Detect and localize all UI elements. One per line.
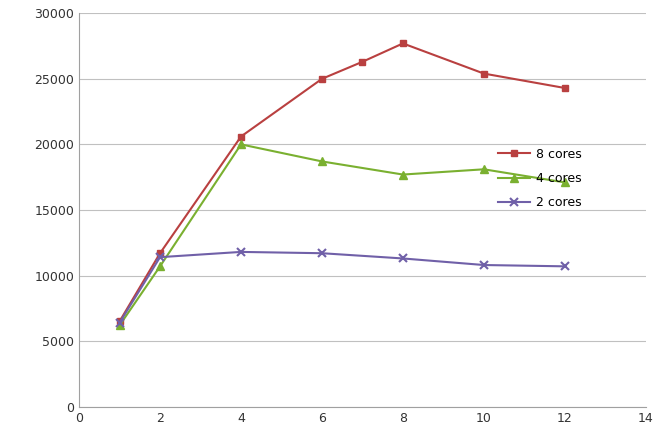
Line: 4 cores: 4 cores bbox=[115, 140, 569, 329]
8 cores bbox=[237, 134, 245, 139]
4 cores bbox=[399, 172, 407, 177]
2 cores bbox=[561, 264, 569, 269]
8 cores bbox=[318, 76, 326, 81]
8 cores bbox=[399, 41, 407, 46]
2 cores bbox=[115, 320, 123, 325]
4 cores bbox=[318, 159, 326, 164]
2 cores bbox=[480, 263, 488, 268]
8 cores bbox=[156, 251, 164, 256]
4 cores bbox=[561, 180, 569, 185]
8 cores bbox=[358, 59, 366, 65]
2 cores bbox=[399, 256, 407, 261]
Line: 2 cores: 2 cores bbox=[115, 248, 569, 327]
2 cores bbox=[318, 251, 326, 256]
2 cores bbox=[156, 255, 164, 260]
4 cores bbox=[480, 167, 488, 172]
8 cores bbox=[480, 71, 488, 76]
Legend: 8 cores, 4 cores, 2 cores: 8 cores, 4 cores, 2 cores bbox=[494, 143, 587, 214]
Line: 8 cores: 8 cores bbox=[116, 40, 568, 325]
8 cores bbox=[561, 85, 569, 91]
2 cores bbox=[237, 249, 245, 255]
4 cores bbox=[115, 323, 123, 328]
8 cores bbox=[115, 319, 123, 324]
4 cores bbox=[156, 264, 164, 269]
4 cores bbox=[237, 142, 245, 147]
